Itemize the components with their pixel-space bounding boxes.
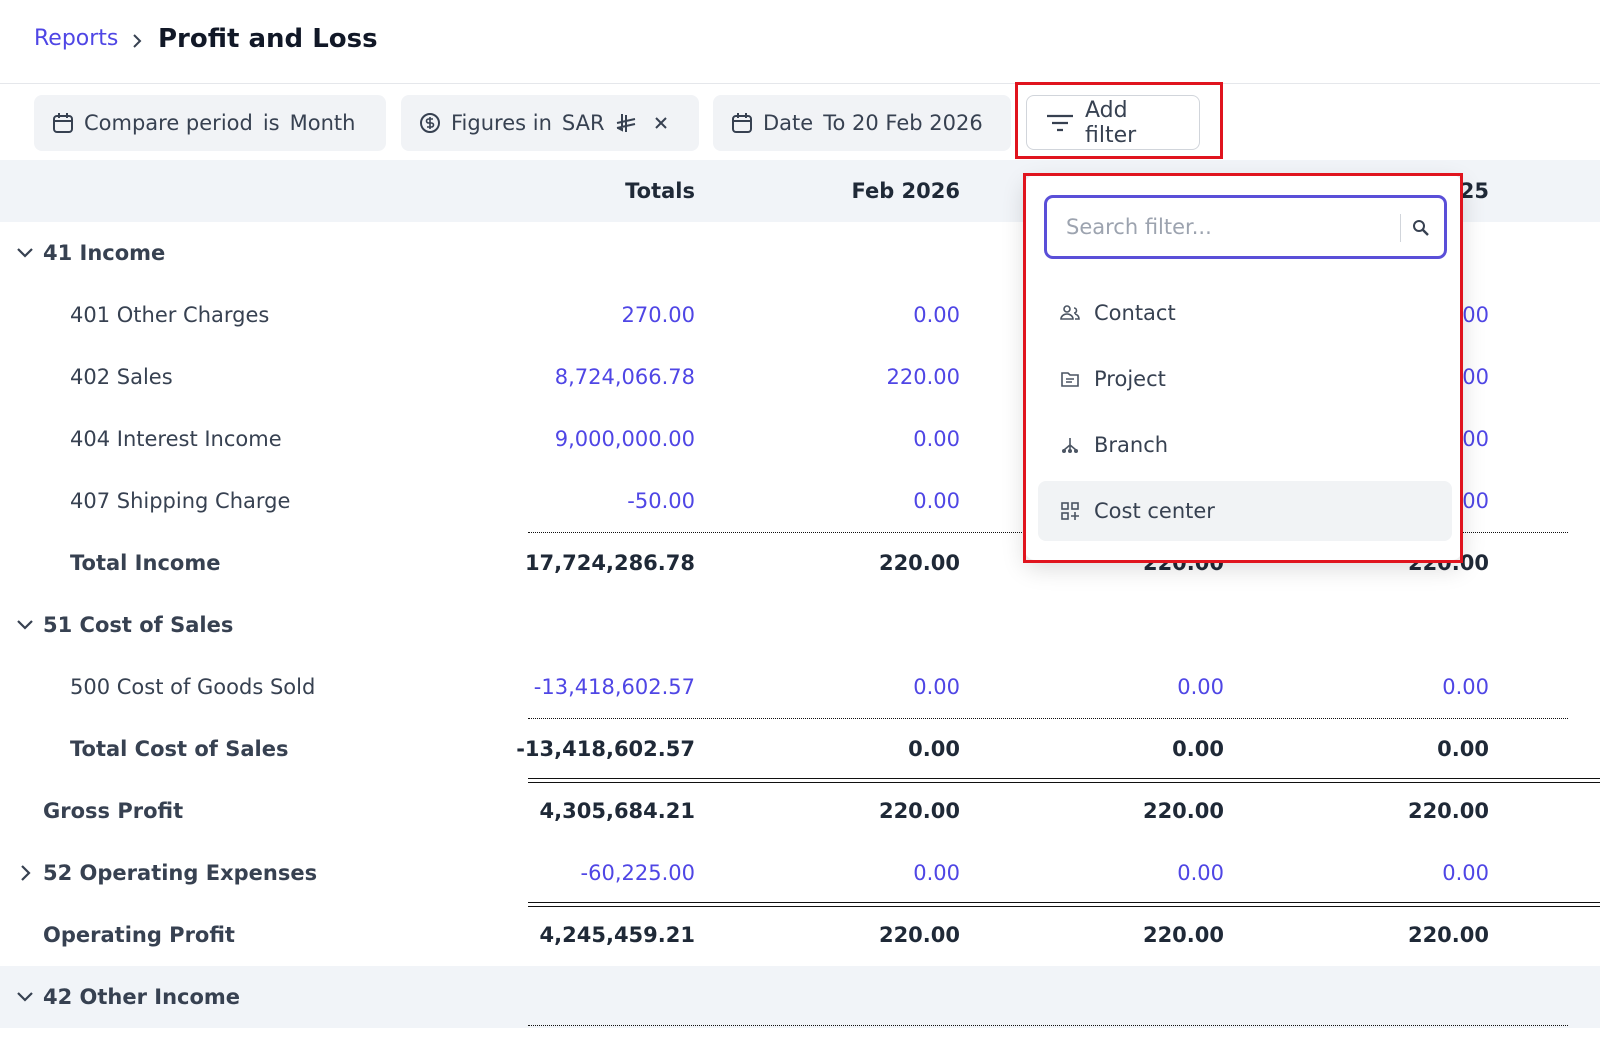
amount: 4,305,684.21 [539,799,695,823]
amount-link[interactable]: 0.00 [913,489,960,513]
option-icon [1060,305,1080,320]
filter-operator: is [262,111,280,135]
search-placeholder: Search filter... [1066,215,1212,239]
amount: 0.00 [1437,737,1489,761]
row-separator [528,718,1568,719]
amount-link[interactable]: 0.00 [913,303,960,327]
amount-link[interactable]: 0.00 [1177,861,1224,885]
row-label: 42 Other Income [43,985,241,1009]
highlight-box [1023,173,1463,563]
search-icon [1413,220,1429,236]
amount: 220.00 [1142,799,1224,823]
search-input[interactable]: Search filter... [1044,195,1447,259]
row-label: 404 Interest Income [70,427,282,451]
filter-label: Compare period [84,111,253,135]
option-label: Branch [1094,433,1169,457]
amount: 0.00 [1172,737,1224,761]
add-filter-label: Add filter [1085,97,1137,148]
option-icon [1061,372,1079,387]
amount-link[interactable]: -13,418,602.57 [533,675,695,699]
filter-chip[interactable]: Compare period is Month [34,95,386,151]
option-label: Contact [1094,301,1176,325]
row-label: 41 Income [43,241,166,265]
filter-option[interactable]: Branch [1038,415,1452,475]
amount-link[interactable]: 270.00 [621,303,695,327]
row-label: 401 Other Charges [70,303,270,327]
page-title: Profit and Loss [158,24,378,54]
currency-icon [420,113,440,133]
amount: 220.00 [1407,923,1489,947]
expand-toggle[interactable] [16,616,34,634]
row-separator [528,778,1600,783]
amount-link[interactable]: 0.00 [1442,675,1489,699]
row-background [0,966,1600,1028]
amount-link[interactable]: 0.00 [913,861,960,885]
riyal-symbol [616,114,635,132]
row-label: Total Income [70,551,221,575]
expand-toggle[interactable] [16,988,34,1006]
highlight-box [1015,82,1223,159]
row-label: Total Cost of Sales [70,737,289,761]
amount: -13,418,602.57 [516,737,695,761]
amount-link[interactable]: 0.00 [913,675,960,699]
row-label: Operating Profit [43,923,235,947]
remove-filter-icon[interactable] [653,115,669,131]
column-header: Totals [625,179,695,203]
amount: 220.00 [878,551,960,575]
amount: 17,724,286.78 [524,551,695,575]
row-label: 407 Shipping Charge [70,489,291,513]
amount: 220.00 [878,799,960,823]
filter-chip[interactable]: Figures in SAR [401,95,699,151]
row-label: 500 Cost of Goods Sold [70,675,316,699]
amount: 0.00 [908,737,960,761]
option-label: Cost center [1094,499,1215,523]
filter-value: SAR [561,111,605,135]
expand-toggle[interactable] [16,244,34,262]
option-icon [1061,502,1079,520]
amount-link[interactable]: 0.00 [1177,675,1224,699]
filter-value: Month [289,111,356,135]
divider [0,83,1600,84]
amount-link[interactable]: 8,724,066.78 [554,365,695,389]
amount-link[interactable]: -50.00 [627,489,695,513]
amount: 220.00 [878,923,960,947]
row-label: Gross Profit [43,799,184,823]
breadcrumb-link[interactable]: Reports [34,26,119,51]
filter-option[interactable]: Cost center [1038,481,1452,541]
amount-link[interactable]: -60,225.00 [580,861,695,885]
row-separator [528,902,1600,907]
option-icon [1062,438,1078,453]
option-label: Project [1094,367,1166,391]
amount-link[interactable]: 0.00 [1442,861,1489,885]
amount-link[interactable]: 0.00 [913,427,960,451]
amount-link[interactable]: 220.00 [886,365,960,389]
column-header: 25 [1459,179,1489,203]
expand-toggle[interactable] [16,864,34,882]
row-separator [528,1025,1568,1026]
column-header: Feb 2026 [851,179,960,203]
calendar-icon [732,113,752,133]
add-filter-button[interactable]: Add filter [1026,95,1200,150]
amount: 220.00 [1142,923,1224,947]
row-label: 52 Operating Expenses [43,861,318,885]
filter-label: Date [763,111,814,135]
row-label: 51 Cost of Sales [43,613,234,637]
search-divider [1400,214,1401,242]
filter-chip[interactable]: Date To 20 Feb 2026 [713,95,1011,151]
amount: 4,245,459.21 [539,923,695,947]
filter-value: To 20 Feb 2026 [823,111,983,135]
filter-option[interactable]: Project [1038,349,1452,409]
filter-label: Figures in [451,111,552,135]
amount-link[interactable]: 9,000,000.00 [554,427,695,451]
breadcrumb-separator [133,34,142,48]
filter-icon [1047,114,1073,131]
amount: 220.00 [1407,799,1489,823]
filter-option[interactable]: Contact [1038,283,1452,343]
calendar-icon [53,113,73,133]
row-label: 402 Sales [70,365,173,389]
